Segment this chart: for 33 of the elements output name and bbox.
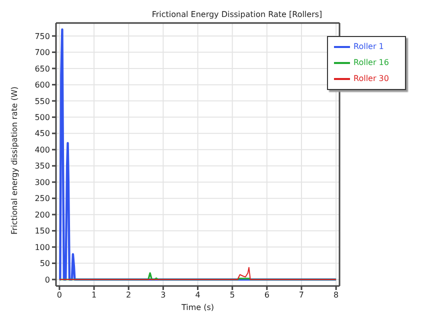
legend-label: Roller 30: [354, 74, 389, 84]
y-tick-label: 750: [34, 32, 50, 41]
y-axis-title: Frictional energy dissipation rate (W): [10, 86, 19, 234]
legend-label: Roller 1: [354, 42, 384, 52]
y-tick-label: 200: [34, 210, 50, 220]
y-tick-label: 50: [40, 259, 50, 268]
y-tick-label: 0: [44, 275, 50, 284]
x-tick-label: 2: [126, 290, 132, 300]
legend-label: Roller 16: [354, 58, 389, 68]
y-tick-label: 100: [34, 242, 50, 252]
y-tick-label: 650: [34, 64, 50, 74]
line-series: [58, 272, 337, 280]
y-tick-label: 450: [34, 129, 50, 138]
x-tick-label: 0: [56, 290, 62, 300]
y-tick-label: 700: [34, 48, 50, 58]
x-tick-label: 1: [91, 290, 97, 300]
y-tick-label: 350: [34, 162, 50, 171]
y-tick-label: 150: [34, 226, 50, 236]
x-tick-label: 7: [298, 290, 304, 300]
x-tick-label: 8: [334, 290, 339, 300]
y-tick-label: 400: [34, 145, 50, 154]
y-tick-label: 550: [34, 96, 50, 106]
x-tick-label: 4: [195, 290, 200, 300]
x-axis-title: Time (s): [180, 303, 214, 312]
line-series: [58, 266, 337, 280]
y-tick-label: 600: [34, 80, 50, 90]
y-tick-label: 250: [34, 194, 50, 204]
chart-title: Frictional Energy Dissipation Rate [Rollers]: [150, 10, 324, 19]
x-tick-label: 5: [230, 290, 235, 300]
x-tick-label: 3: [160, 290, 166, 300]
x-tick-label: 6: [264, 290, 270, 300]
y-tick-label: 300: [34, 178, 50, 187]
y-tick-label: 500: [34, 113, 50, 122]
